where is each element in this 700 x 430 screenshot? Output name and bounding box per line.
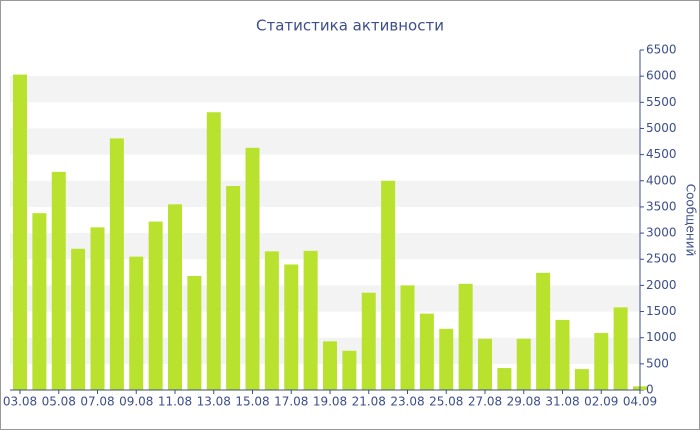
y-tick-label: 0: [646, 383, 654, 397]
x-tick-label: 04.09: [623, 395, 657, 409]
bar: [284, 264, 299, 390]
grid-band: [10, 180, 640, 207]
y-tick-label: 5500: [646, 95, 677, 109]
bar: [361, 292, 376, 390]
x-tick-label: 29.08: [507, 395, 541, 409]
y-axis-label: Сообщений: [684, 184, 698, 257]
y-tick-label: 4000: [646, 173, 677, 187]
y-tick-label: 1000: [646, 330, 677, 344]
bar: [303, 250, 318, 390]
bar: [206, 112, 221, 390]
bar: [478, 338, 492, 390]
x-tick-label: 25.08: [429, 395, 463, 409]
y-tick-label: 6000: [646, 69, 677, 83]
bar: [51, 171, 66, 390]
x-tick-label: 13.08: [197, 395, 231, 409]
bar: [458, 283, 473, 390]
bar: [439, 328, 454, 390]
bar: [555, 319, 570, 390]
bar: [516, 338, 531, 390]
bar: [148, 221, 163, 390]
bar: [129, 256, 144, 390]
x-tick-label: 17.08: [274, 395, 308, 409]
x-tick-label: 23.08: [390, 395, 424, 409]
bar: [419, 313, 434, 390]
bar: [497, 368, 512, 390]
x-tick-label: 09.08: [119, 395, 153, 409]
bar: [323, 341, 337, 390]
bar: [264, 251, 279, 390]
x-tick-label: 03.08: [3, 395, 37, 409]
bar: [109, 138, 124, 390]
bar: [594, 332, 609, 390]
bar: [32, 213, 47, 390]
x-tick-label: 21.08: [352, 395, 386, 409]
y-tick-label: 4500: [646, 147, 677, 161]
bar: [168, 204, 182, 390]
y-tick-label: 5000: [646, 121, 677, 135]
x-tick-label: 11.08: [158, 395, 192, 409]
bar: [381, 180, 396, 390]
bar: [342, 350, 357, 390]
bar: [613, 307, 628, 390]
plot-area: [10, 49, 647, 394]
x-tick-label: 15.08: [235, 395, 269, 409]
bar: [536, 272, 551, 390]
y-tick-label: 1500: [646, 304, 677, 318]
bar: [13, 74, 27, 390]
bar: [187, 275, 202, 390]
grid-band: [10, 128, 640, 155]
bar: [400, 285, 415, 390]
x-tick-label: 05.08: [42, 395, 76, 409]
y-tick-label: 3500: [646, 199, 677, 213]
x-tick-label: 19.08: [313, 395, 347, 409]
y-tick-label: 3000: [646, 226, 677, 240]
bar: [226, 186, 241, 390]
x-tick-label: 27.08: [468, 395, 502, 409]
chart-title: Статистика активности: [256, 17, 444, 35]
x-tick-label: 02.09: [584, 395, 618, 409]
grid-band: [10, 76, 640, 103]
x-tick-label: 31.08: [545, 395, 579, 409]
bar: [71, 248, 86, 390]
y-tick-label: 2000: [646, 278, 677, 292]
y-tick-label: 2500: [646, 252, 677, 266]
y-tick-label: 500: [646, 356, 669, 370]
y-tick-label: 6500: [646, 43, 677, 57]
bar: [245, 147, 260, 390]
bar: [90, 227, 105, 390]
bar: [574, 369, 589, 390]
x-tick-label: 07.08: [80, 395, 114, 409]
